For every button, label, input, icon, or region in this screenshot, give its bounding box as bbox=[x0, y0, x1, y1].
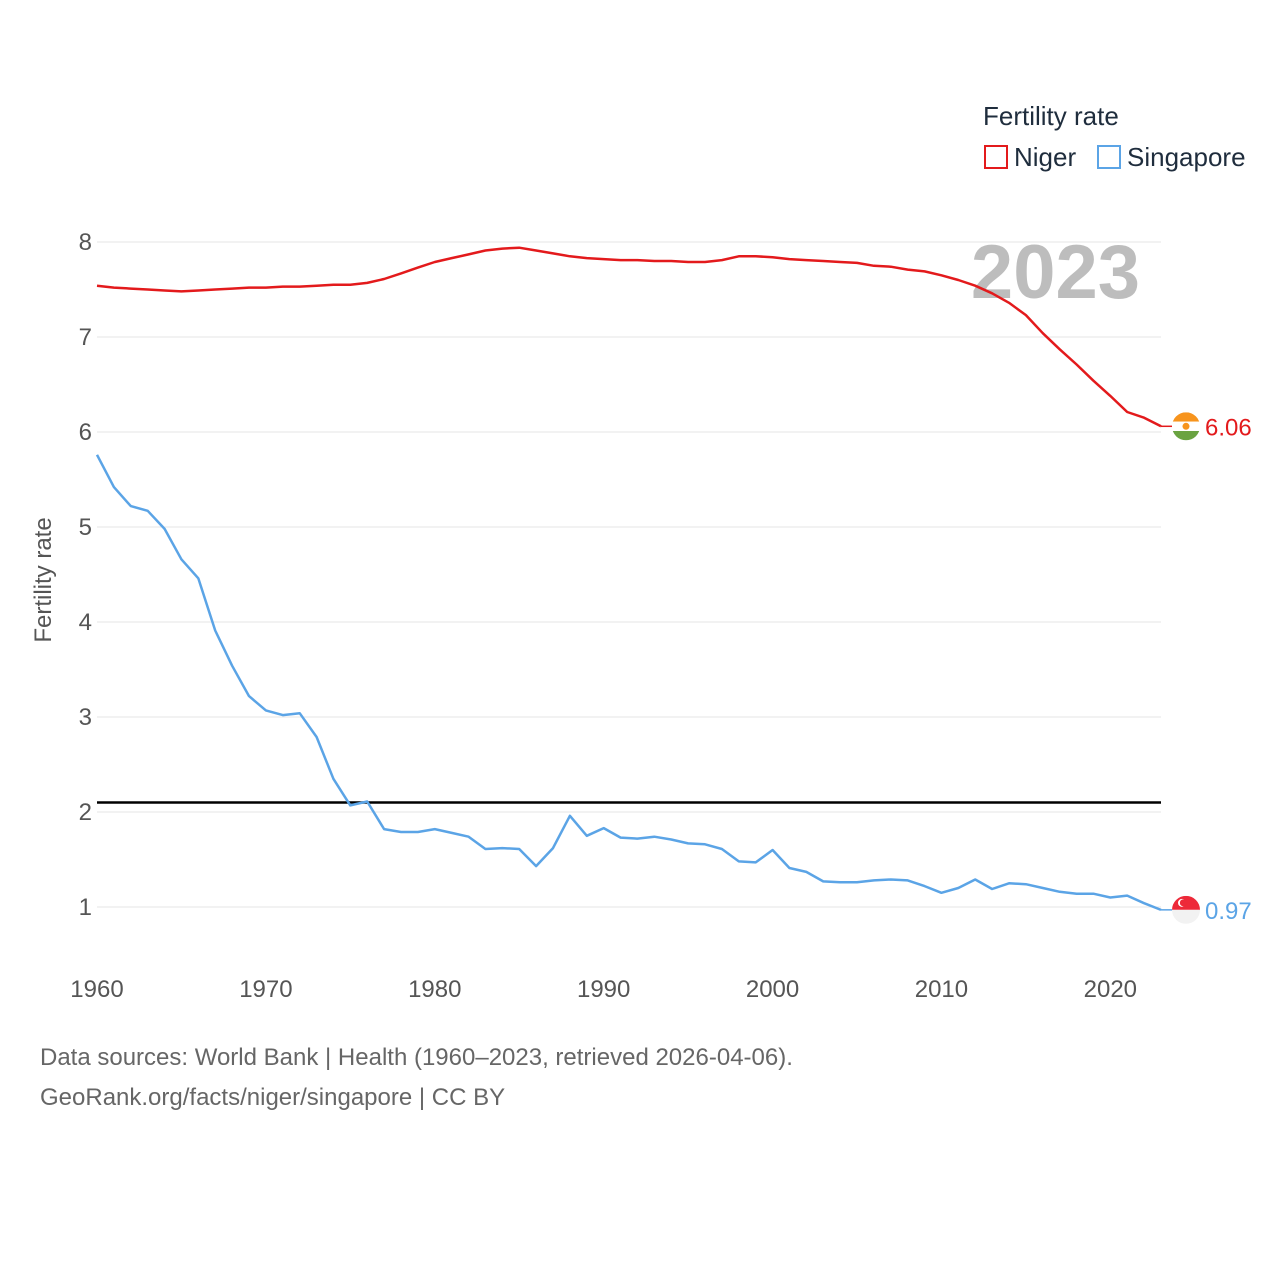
legend: Fertility rate Niger Singapore bbox=[983, 101, 1246, 172]
legend-swatch-singapore bbox=[1097, 145, 1121, 169]
y-tick-label-5: 5 bbox=[79, 514, 92, 541]
y-tick-label-6: 6 bbox=[79, 419, 92, 446]
legend-label-singapore: Singapore bbox=[1127, 142, 1246, 172]
x-tick-label-1980: 1980 bbox=[408, 976, 461, 1003]
y-tick-label-4: 4 bbox=[79, 609, 92, 636]
legend-item-niger[interactable]: Niger bbox=[984, 142, 1076, 172]
x-tick-label-1960: 1960 bbox=[70, 976, 123, 1003]
series-lines bbox=[95, 246, 1162, 912]
y-tick-label-7: 7 bbox=[79, 324, 92, 351]
y-axis-title: Fertility rate bbox=[30, 517, 57, 642]
current-year-watermark: 2023 bbox=[971, 230, 1140, 315]
x-axis-ticks: 1960 1970 1980 1990 2000 2010 2020 bbox=[70, 976, 1137, 1003]
x-tick-label-2000: 2000 bbox=[746, 976, 799, 1003]
series-line-singapore bbox=[95, 454, 1162, 912]
x-tick-label-2010: 2010 bbox=[915, 976, 968, 1003]
niger-flag-icon bbox=[1172, 412, 1200, 441]
x-tick-label-1990: 1990 bbox=[577, 976, 630, 1003]
footer-attribution: GeoRank.org/facts/niger/singapore | CC B… bbox=[40, 1084, 506, 1111]
legend-item-singapore[interactable]: Singapore bbox=[1097, 142, 1246, 172]
y-axis-ticks: 1 2 3 4 5 6 7 8 bbox=[79, 229, 92, 921]
singapore-flag-icon bbox=[1172, 895, 1200, 924]
end-markers: 6.06 0.97 bbox=[1161, 412, 1252, 925]
x-tick-label-1970: 1970 bbox=[239, 976, 292, 1003]
legend-label-niger: Niger bbox=[1014, 142, 1076, 172]
legend-title: Fertility rate bbox=[983, 101, 1119, 131]
gridlines bbox=[97, 241, 1161, 908]
x-tick-label-2020: 2020 bbox=[1084, 976, 1137, 1003]
y-tick-label-1: 1 bbox=[79, 894, 92, 921]
end-value-label-singapore: 0.97 bbox=[1205, 898, 1252, 925]
end-value-label-niger: 6.06 bbox=[1205, 414, 1252, 441]
legend-swatch-niger bbox=[984, 145, 1008, 169]
y-tick-label-8: 8 bbox=[79, 229, 92, 256]
footer-sources: Data sources: World Bank | Health (1960–… bbox=[40, 1044, 793, 1071]
y-tick-label-3: 3 bbox=[79, 704, 92, 731]
series-line-niger bbox=[96, 246, 1162, 428]
y-tick-label-2: 2 bbox=[79, 799, 92, 826]
